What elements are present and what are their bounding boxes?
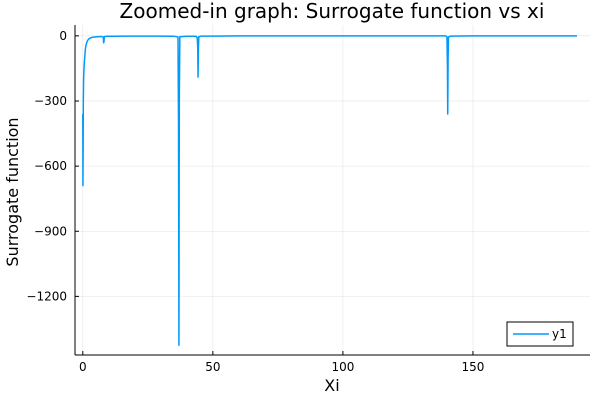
ticks: 0 50 100 150 0 −300 −600 −900 −1200 [26,29,484,374]
y-tick-label: −300 [34,94,67,108]
series-line-y1 [82,35,577,346]
legend-entry-y1: y1 [552,327,567,341]
axes [74,25,590,356]
x-tick-label: 100 [331,360,354,374]
y-tick-label: −1200 [26,289,67,303]
legend: y1 [506,321,574,347]
x-axis-label: Xi [324,376,339,395]
x-tick-label: 150 [462,360,485,374]
series-layer [82,35,577,346]
y-tick-label: 0 [59,29,67,43]
grid [75,25,590,355]
x-tick-label: 50 [205,360,220,374]
y-axis-label: Surrogate function [3,117,22,266]
y-tick-label: −900 [34,224,67,238]
chart-title: Zoomed-in graph: Surrogate function vs x… [120,0,545,23]
x-tick-label: 0 [79,360,87,374]
y-tick-label: −600 [34,159,67,173]
